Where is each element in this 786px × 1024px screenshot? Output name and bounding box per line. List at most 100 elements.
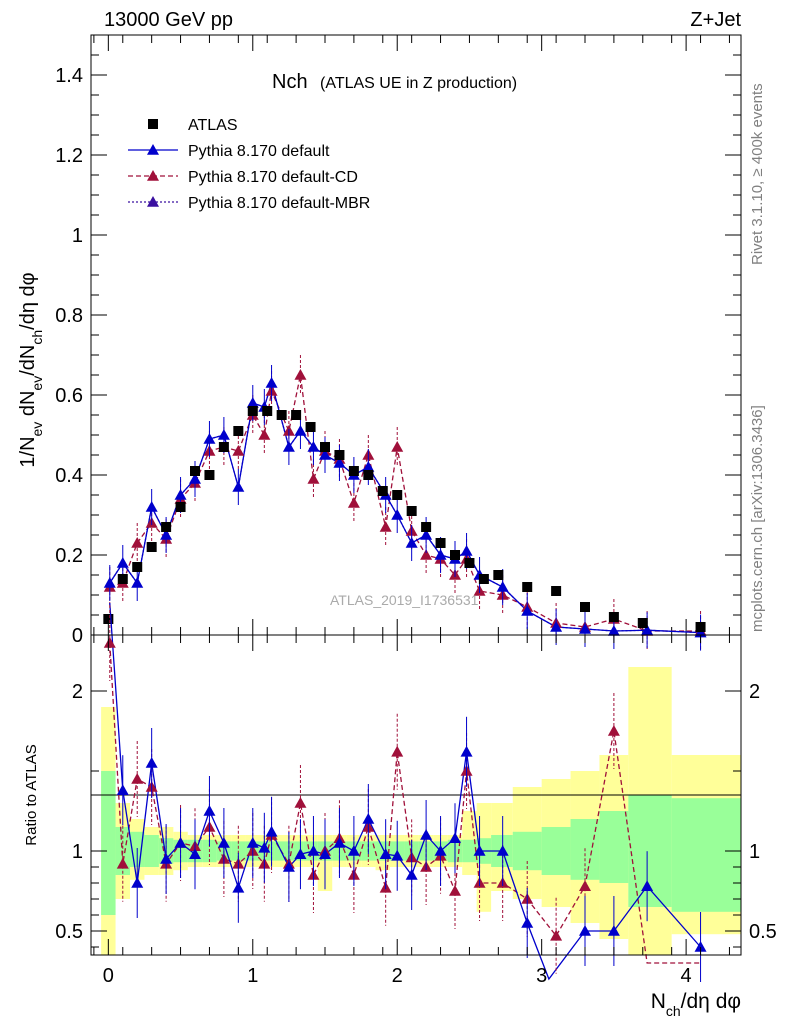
ratio-default-point — [265, 825, 278, 837]
default-point — [333, 457, 346, 468]
ratio-y-tick-label-right: 1 — [749, 841, 760, 863]
ratio-y-tick-label: 0.5 — [55, 921, 83, 943]
ratio-y-tick-label: 2 — [72, 681, 83, 703]
y-tick-label: 1.4 — [55, 65, 83, 87]
default-point — [307, 441, 320, 452]
ratio-default-point — [282, 861, 295, 872]
cd-point — [379, 521, 392, 532]
ratio-cd-point — [449, 885, 461, 896]
ratio-band-inner — [512, 831, 542, 871]
ratio-default-point — [319, 848, 331, 859]
ratio-frame — [90, 634, 742, 956]
default-point — [294, 425, 307, 436]
default-point — [391, 509, 404, 520]
main-plot: 0 0.2 0.4 0.6 0.8 1 1.2 1.4 Nch (ATLAS UE in Z … — [55, 34, 742, 651]
ratio-default-point — [391, 849, 404, 861]
ratio-cd-point — [103, 637, 116, 648]
atlas-point — [233, 426, 244, 436]
default-point — [131, 577, 144, 588]
legend-entry-label: Pythia 8.170 default-CD — [188, 169, 358, 186]
default-point — [116, 557, 129, 568]
default-point — [362, 461, 375, 472]
ratio-cd-line — [109, 642, 701, 964]
default-point — [265, 377, 278, 388]
ratio-default-point — [307, 845, 320, 856]
legend-atlas-marker — [148, 119, 158, 129]
x-tick-label: 3 — [536, 965, 547, 987]
default-point — [460, 545, 473, 556]
ratio-cd-point — [391, 745, 404, 757]
energy-label: 13000 GeV pp — [104, 9, 233, 31]
ratio-series — [103, 602, 707, 982]
atlas-point — [522, 582, 533, 592]
ratio-cd-point — [607, 725, 620, 736]
ratio-default-point — [694, 941, 707, 952]
y-tick-label: 0.8 — [55, 305, 83, 327]
x-tick-label: 4 — [681, 965, 692, 987]
ratio-default-point — [460, 745, 473, 757]
ratio-band-inner — [462, 839, 477, 863]
ratio-default-point — [160, 853, 173, 864]
ratio-y-tick-label: 1 — [72, 841, 83, 863]
atlas-point — [464, 558, 475, 568]
x-axis-title-tail: /dη dφ — [681, 990, 741, 1013]
legend-mbr-marker — [147, 196, 159, 207]
y-tick-label: 0.6 — [55, 385, 83, 407]
default-point — [607, 625, 620, 636]
default-point — [217, 429, 230, 440]
atlas-point — [276, 410, 287, 420]
x-axis-title-sub: ch — [666, 1003, 681, 1019]
cd-point — [258, 429, 271, 440]
default-point — [496, 581, 509, 592]
ratio-default-point — [473, 845, 486, 856]
ratio-y-tick-label-right: 0.5 — [749, 921, 777, 943]
atlas-point — [406, 506, 417, 516]
legend-default-marker — [147, 144, 159, 155]
rivet-label: Rivet 3.1.10, ≥ 400k events — [749, 83, 766, 265]
ratio-default-point — [521, 917, 534, 928]
main-axis-ticks: 0 0.2 0.4 0.6 0.8 1 1.2 1.4 — [55, 35, 741, 647]
atlas-point — [580, 602, 590, 612]
atlas-point — [305, 422, 316, 432]
default-point — [405, 537, 418, 548]
legend: ATLAS Pythia 8.170 default Pythia 8.170 de… — [128, 117, 370, 212]
ratio-band-inner — [144, 835, 159, 867]
ratio-default-point — [496, 845, 509, 856]
atlas-point — [291, 410, 302, 420]
atlas-point — [262, 406, 273, 416]
ratio-band-inner — [541, 827, 571, 875]
y-tick-label: 1.2 — [55, 145, 83, 167]
atlas-point — [551, 586, 562, 596]
x-tick-label: 2 — [392, 965, 403, 987]
default-point — [641, 624, 654, 635]
ratio-y-tick-label-right: 2 — [749, 681, 760, 703]
atlas-point — [348, 466, 359, 476]
atlas-point — [421, 522, 432, 532]
ratio-default-point — [232, 881, 245, 893]
source-label: mcplots.cern.ch [arXiv:1306.3436] — [749, 405, 766, 632]
atlas-point — [334, 450, 345, 460]
ratio-default-point — [174, 837, 187, 848]
cd-point — [131, 537, 144, 548]
atlas-point — [608, 612, 619, 622]
atlas-point — [146, 542, 157, 552]
default-point — [160, 529, 173, 540]
atlas-point — [435, 538, 446, 548]
default-point — [521, 605, 534, 616]
atlas-point — [695, 622, 706, 632]
watermark: ATLAS_2019_I1736531 — [330, 592, 479, 608]
legend-entry-label: ATLAS — [188, 117, 238, 134]
default-point — [420, 529, 433, 540]
default-point — [282, 441, 295, 452]
ratio-cd-point — [294, 797, 307, 808]
ratio-default-point — [405, 869, 418, 880]
y-tick-label: 1 — [72, 225, 83, 247]
ratio-default-point — [347, 845, 360, 856]
x-tick-label: 1 — [247, 965, 258, 987]
atlas-point — [493, 570, 504, 580]
atlas-point — [392, 490, 403, 500]
ratio-default-point — [258, 841, 271, 853]
ratio-bands — [101, 667, 741, 955]
default-point — [579, 623, 591, 634]
